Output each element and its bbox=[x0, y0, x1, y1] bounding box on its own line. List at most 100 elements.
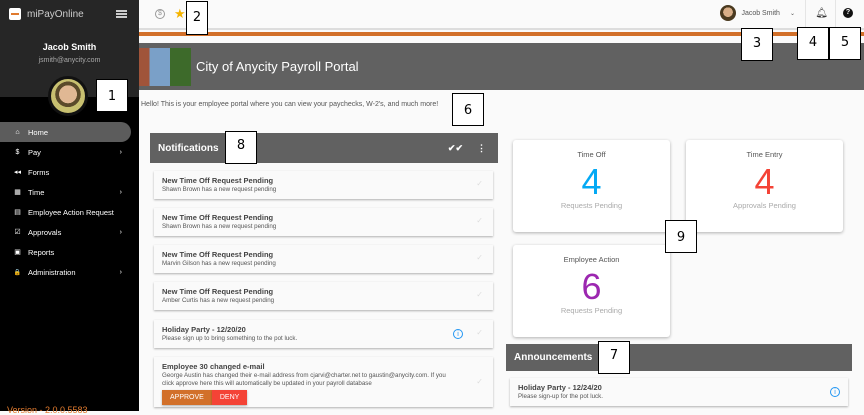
notification-body: Marvin Gilson has a new request pending bbox=[162, 260, 276, 267]
sidebar-item-approvals[interactable]: ☑ Approvals › bbox=[0, 222, 139, 242]
callout-7: 7 bbox=[598, 341, 630, 374]
divider bbox=[835, 0, 836, 30]
help-icon[interactable]: ? bbox=[843, 8, 853, 18]
user-menu[interactable]: Jacob Smith ⌄ bbox=[720, 5, 795, 21]
check-icon[interactable]: ✓ bbox=[476, 179, 483, 188]
chevron-right-icon: › bbox=[119, 268, 122, 276]
notification-body: Shawn Brown has a new request pending bbox=[162, 186, 277, 193]
sidebar-item-forms[interactable]: ◂◂ Forms bbox=[0, 162, 139, 182]
lock-icon: 🔒 bbox=[13, 269, 22, 276]
check-icon[interactable]: ✓ bbox=[476, 216, 483, 225]
sidebar-item-label: Time bbox=[28, 187, 45, 197]
sidebar-item-label: Approvals bbox=[28, 227, 62, 237]
notification-body: Please sign up to bring something to the… bbox=[162, 335, 298, 342]
sidebar: miPayOnline Jacob Smith jsmith@anycity.c… bbox=[0, 0, 139, 415]
notification-title: New Time Off Request Pending bbox=[162, 287, 274, 296]
chevron-right-icon: › bbox=[119, 148, 122, 156]
app-name: miPayOnline bbox=[27, 8, 84, 20]
stat-card-time-entry[interactable]: Time Entry 4 Approvals Pending bbox=[686, 140, 843, 232]
menu-icon[interactable] bbox=[116, 10, 127, 18]
notification-card[interactable]: Holiday Party - 12/20/20 Please sign up t… bbox=[154, 320, 493, 348]
dollar-icon[interactable]: $ bbox=[155, 9, 165, 19]
brand: miPayOnline bbox=[9, 8, 84, 20]
callout-4: 4 bbox=[797, 27, 829, 60]
page-title: City of Anycity Payroll Portal bbox=[196, 59, 359, 74]
sidebar-item-label: Pay bbox=[28, 147, 41, 157]
notification-title: Employee 30 changed e-mail bbox=[162, 362, 265, 371]
stat-value: 6 bbox=[581, 266, 602, 307]
app-logo bbox=[9, 8, 21, 20]
chevron-right-icon: › bbox=[119, 188, 122, 196]
approve-button[interactable]: APPROVE bbox=[162, 390, 212, 405]
info-icon[interactable]: i bbox=[453, 329, 463, 339]
sidebar-item-pay[interactable]: $ Pay › bbox=[0, 142, 139, 162]
notification-title: New Time Off Request Pending bbox=[162, 176, 274, 185]
callout-8: 8 bbox=[225, 131, 257, 164]
more-vert-icon[interactable]: ⋮ bbox=[477, 142, 486, 153]
stat-value: 4 bbox=[581, 161, 602, 202]
sidebar-item-label: Administration bbox=[28, 267, 76, 277]
chevron-down-icon: ⌄ bbox=[789, 10, 795, 17]
accent-stripe bbox=[139, 32, 864, 36]
chevron-right-icon: › bbox=[119, 228, 122, 236]
notification-card[interactable]: New Time Off Request Pending Marvin Gilso… bbox=[154, 245, 493, 273]
sidebar-item-time[interactable]: ▦ Time › bbox=[0, 182, 139, 202]
sidebar-item-label: Home bbox=[28, 127, 49, 137]
callout-2: 2 bbox=[186, 1, 208, 35]
sidebar-item-label: Reports bbox=[28, 247, 55, 257]
announcement-title: Holiday Party - 12/24/20 bbox=[518, 383, 602, 392]
notification-card[interactable]: New Time Off Request Pending Amber Curtis… bbox=[154, 282, 493, 310]
sidebar-item-employee-action-request[interactable]: ▤ Employee Action Request bbox=[0, 202, 139, 222]
stat-title: Time Off bbox=[577, 150, 606, 159]
sidebar-item-label: Forms bbox=[28, 167, 50, 177]
stat-card-time-off[interactable]: Time Off 4 Requests Pending bbox=[513, 140, 670, 232]
sidebar-item-label: Employee Action Request bbox=[28, 207, 114, 217]
deny-button[interactable]: DENY bbox=[211, 390, 248, 405]
notification-title: Holiday Party - 12/20/20 bbox=[162, 325, 246, 334]
check-icon[interactable]: ✓ bbox=[476, 328, 483, 337]
city-photo bbox=[139, 47, 191, 86]
notification-card[interactable]: New Time Off Request Pending Shawn Brown … bbox=[154, 208, 493, 236]
callout-5: 5 bbox=[829, 27, 861, 60]
check-icon[interactable]: ✓ bbox=[476, 377, 483, 386]
notifications-title: Notifications bbox=[158, 142, 219, 154]
stat-card-employee-action[interactable]: Employee Action 6 Requests Pending bbox=[513, 245, 670, 337]
calendar-icon: ▦ bbox=[14, 189, 21, 196]
notification-card[interactable]: New Time Off Request Pending Shawn Brown … bbox=[154, 171, 493, 199]
welcome-text: Hello! This is your employee portal wher… bbox=[141, 101, 439, 108]
stat-value: 4 bbox=[754, 161, 775, 202]
avatar[interactable] bbox=[48, 76, 88, 116]
check-icon[interactable]: ✓ bbox=[476, 290, 483, 299]
rewind-icon: ◂◂ bbox=[13, 169, 22, 176]
stat-label: Approvals Pending bbox=[733, 201, 796, 210]
stat-label: Requests Pending bbox=[560, 201, 623, 210]
notification-body: Shawn Brown has a new request pending bbox=[162, 223, 277, 230]
sidebar-item-administration[interactable]: 🔒 Administration › bbox=[0, 262, 139, 282]
sidebar-item-home[interactable]: ⌂ Home bbox=[0, 122, 131, 142]
main: $ ★ Jacob Smith ⌄ 🔔︎ ? City of Anycity Pa… bbox=[139, 0, 864, 411]
info-icon[interactable]: i bbox=[830, 387, 840, 397]
checkbox-icon: ☑ bbox=[14, 229, 21, 236]
banner: City of Anycity Payroll Portal bbox=[139, 43, 864, 90]
callout-3: 3 bbox=[741, 28, 773, 61]
announcement-card[interactable]: Holiday Party - 12/24/20 Please sign-up f… bbox=[510, 378, 848, 406]
avatar bbox=[720, 5, 737, 21]
sidebar-item-reports[interactable]: ▣ Reports bbox=[0, 242, 139, 262]
mark-all-read-icon[interactable]: ✔✔ bbox=[447, 142, 463, 153]
stat-title: Employee Action bbox=[563, 255, 620, 264]
star-icon[interactable]: ★ bbox=[174, 6, 186, 21]
notification-body: George Austin has changed their e-mail a… bbox=[162, 372, 446, 387]
user-name: Jacob Smith bbox=[741, 9, 780, 17]
stat-label: Requests Pending bbox=[560, 306, 623, 315]
notification-body: Amber Curtis has a new request pending bbox=[162, 297, 275, 304]
notification-card[interactable]: Employee 30 changed e-mail George Austin … bbox=[154, 357, 493, 407]
home-icon: ⌂ bbox=[15, 128, 20, 136]
notification-title: New Time Off Request Pending bbox=[162, 213, 274, 222]
notification-title: New Time Off Request Pending bbox=[162, 250, 274, 259]
announcements-header: Announcements bbox=[506, 344, 852, 371]
user-email: jsmith@anycity.com bbox=[38, 57, 101, 64]
announcements-title: Announcements bbox=[514, 352, 593, 363]
bell-icon[interactable]: 🔔︎ bbox=[815, 8, 828, 19]
stat-title: Time Entry bbox=[746, 150, 783, 159]
check-icon[interactable]: ✓ bbox=[476, 253, 483, 262]
